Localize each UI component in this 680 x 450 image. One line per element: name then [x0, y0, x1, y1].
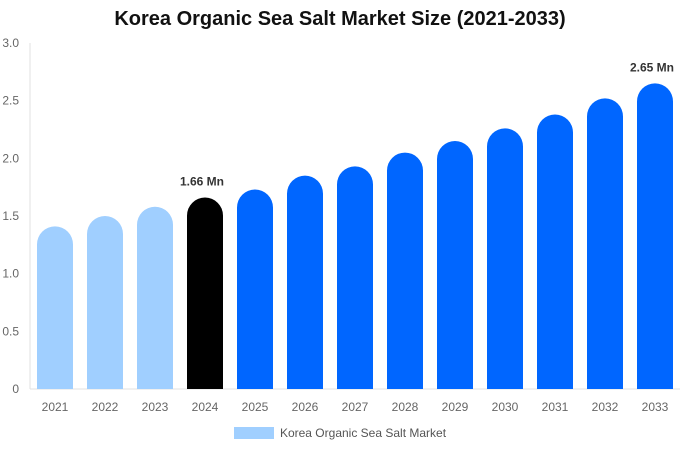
bar-2025	[237, 189, 273, 389]
x-tick-label: 2032	[592, 400, 619, 414]
y-tick-label: 0.5	[2, 324, 19, 338]
bar-2029	[437, 141, 473, 389]
x-tick-label: 2023	[142, 400, 169, 414]
data-label-2033: 2.65 Mn	[630, 60, 674, 74]
chart-title: Korea Organic Sea Salt Market Size (2021…	[114, 8, 566, 30]
y-tick-label: 2.5	[2, 94, 19, 108]
legend-swatch	[233, 427, 274, 439]
x-tick-label: 2024	[192, 400, 219, 414]
bar-2028	[387, 152, 423, 389]
bar-2030	[487, 128, 523, 389]
x-tick-label: 2022	[92, 400, 119, 414]
bar-2027	[337, 166, 373, 389]
bar-2024	[187, 197, 223, 389]
y-tick-label: 0	[12, 382, 19, 396]
x-tick-label: 2030	[492, 400, 519, 414]
bar-2023	[137, 206, 173, 389]
bar-2021	[37, 226, 73, 389]
bar-2022	[87, 216, 123, 389]
x-tick-label: 2029	[442, 400, 469, 414]
bar-2032	[587, 98, 623, 390]
bar-2031	[537, 114, 573, 390]
bar-2026	[287, 175, 323, 389]
bar-2033	[637, 83, 673, 389]
y-tick-label: 3.0	[2, 36, 19, 50]
x-tick-label: 2025	[242, 400, 269, 414]
y-tick-label: 1.0	[2, 267, 19, 281]
legend: Korea Organic Sea Salt Market	[0, 426, 680, 440]
y-tick-label: 1.5	[2, 209, 19, 223]
x-tick-label: 2031	[542, 400, 569, 414]
x-tick-label: 2033	[642, 400, 669, 414]
y-tick-label: 2.0	[2, 151, 19, 165]
data-label-2024: 1.66 Mn	[180, 175, 224, 189]
x-tick-label: 2026	[292, 400, 319, 414]
legend-label: Korea Organic Sea Salt Market	[279, 426, 447, 440]
x-tick-label: 2028	[392, 400, 419, 414]
x-tick-label: 2027	[342, 400, 369, 414]
x-tick-label: 2021	[42, 400, 69, 414]
